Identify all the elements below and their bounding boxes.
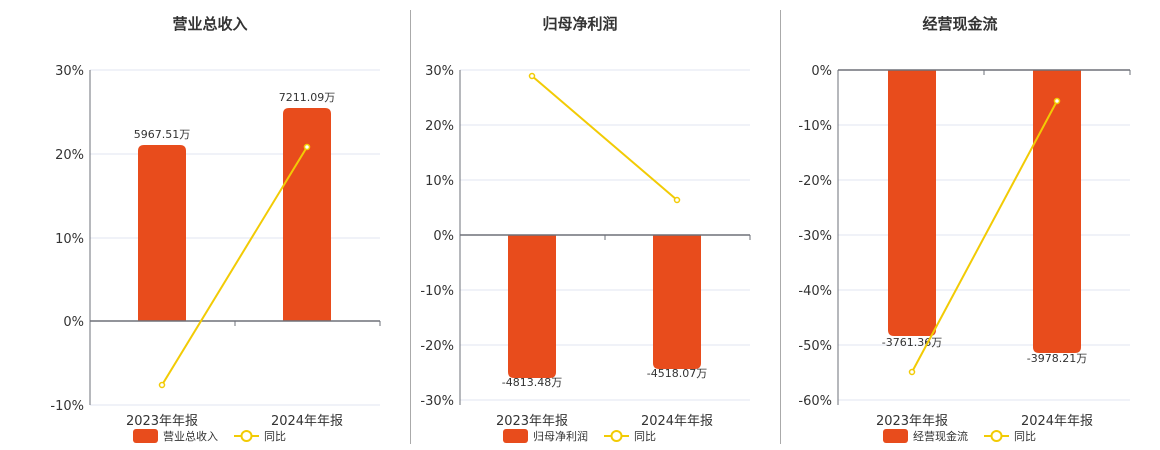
yoy-point[interactable] xyxy=(528,72,536,80)
legend-bar-label[interactable]: 营业总收入 xyxy=(163,429,218,443)
x-category: 2024年年报 xyxy=(641,414,713,429)
svg-text:0%: 0% xyxy=(811,64,832,79)
bar-label: -3978.21万 xyxy=(1027,352,1087,365)
bar-2024[interactable] xyxy=(653,235,701,369)
x-category: 2023年年报 xyxy=(496,414,568,429)
svg-text:20%: 20% xyxy=(425,119,454,134)
svg-text:-10%: -10% xyxy=(50,399,84,414)
legend-line-label[interactable]: 同比 xyxy=(1014,430,1036,443)
yoy-line xyxy=(531,75,678,201)
svg-text:-10%: -10% xyxy=(798,119,832,134)
x-category: 2024年年报 xyxy=(271,414,343,429)
yoy-line xyxy=(161,146,308,386)
legend-bar-swatch xyxy=(883,429,908,443)
x-category: 2024年年报 xyxy=(1021,414,1093,429)
legend-circle-icon xyxy=(610,430,623,442)
svg-text:-20%: -20% xyxy=(420,339,454,354)
legend-line-label[interactable]: 同比 xyxy=(264,430,286,443)
legend[interactable]: 营业总收入 同比 xyxy=(133,429,286,443)
legend-circle-icon xyxy=(990,430,1003,442)
y-ticks: 30% 20% 10% 0% -10% -20% -30% xyxy=(420,64,454,409)
svg-text:30%: 30% xyxy=(55,64,84,79)
bar-label: -4518.07万 xyxy=(647,367,707,380)
panel-separator xyxy=(410,10,411,444)
yoy-point[interactable] xyxy=(908,368,916,376)
yoy-point[interactable] xyxy=(673,196,681,204)
chart-revenue: 营业总收入 30% 20% 10% 0% -10% 5967.51万 7211.… xyxy=(50,15,381,443)
chart-operating-cashflow: 经营现金流 0% -10% -20% -30% -40% -50% -60% -… xyxy=(798,15,1131,443)
x-category: 2023年年报 xyxy=(876,414,948,429)
svg-text:-10%: -10% xyxy=(420,284,454,299)
chart-title: 营业总收入 xyxy=(172,15,247,33)
bar-label: -4813.48万 xyxy=(502,376,562,389)
bar-2023[interactable] xyxy=(888,70,936,336)
svg-text:-20%: -20% xyxy=(798,174,832,189)
bar-label: 7211.09万 xyxy=(279,91,336,104)
yoy-point[interactable] xyxy=(303,143,311,151)
panel-separator xyxy=(780,10,781,444)
gridlines xyxy=(838,124,1130,401)
svg-text:20%: 20% xyxy=(55,148,84,163)
svg-text:-50%: -50% xyxy=(798,339,832,354)
bar-2024[interactable] xyxy=(1033,70,1081,353)
legend-bar-swatch xyxy=(133,429,158,443)
bar-2024[interactable] xyxy=(283,108,331,321)
svg-text:-40%: -40% xyxy=(798,284,832,299)
legend[interactable]: 经营现金流 同比 xyxy=(883,429,1036,443)
chart-title: 经营现金流 xyxy=(922,15,997,33)
legend-circle-icon xyxy=(240,430,253,442)
legend-bar-swatch xyxy=(503,429,528,443)
svg-text:30%: 30% xyxy=(425,64,454,79)
x-category: 2023年年报 xyxy=(126,414,198,429)
svg-text:-30%: -30% xyxy=(798,229,832,244)
legend-bar-label[interactable]: 经营现金流 xyxy=(913,429,968,443)
chart-title: 归母净利润 xyxy=(542,15,617,33)
svg-text:0%: 0% xyxy=(433,229,454,244)
bar-2023[interactable] xyxy=(508,235,556,378)
gridlines xyxy=(90,69,380,406)
svg-text:10%: 10% xyxy=(55,232,84,247)
legend-bar-label[interactable]: 归母净利润 xyxy=(533,429,588,443)
yoy-line xyxy=(911,100,1058,373)
legend[interactable]: 归母净利润 同比 xyxy=(503,429,656,443)
chart-net-profit: 归母净利润 30% 20% 10% 0% -10% -20% -30% -481… xyxy=(420,15,751,443)
legend-line-label[interactable]: 同比 xyxy=(634,430,656,443)
y-ticks: 0% -10% -20% -30% -40% -50% -60% xyxy=(798,64,832,409)
yoy-point[interactable] xyxy=(158,381,166,389)
svg-text:0%: 0% xyxy=(63,315,84,330)
bar-label: 5967.51万 xyxy=(134,128,191,141)
svg-text:-30%: -30% xyxy=(420,394,454,409)
y-ticks: 30% 20% 10% 0% -10% xyxy=(50,64,84,414)
svg-text:10%: 10% xyxy=(425,174,454,189)
svg-text:-60%: -60% xyxy=(798,394,832,409)
bar-label: -3761.36万 xyxy=(882,336,942,349)
bar-2023[interactable] xyxy=(138,145,186,321)
yoy-point[interactable] xyxy=(1053,97,1061,105)
